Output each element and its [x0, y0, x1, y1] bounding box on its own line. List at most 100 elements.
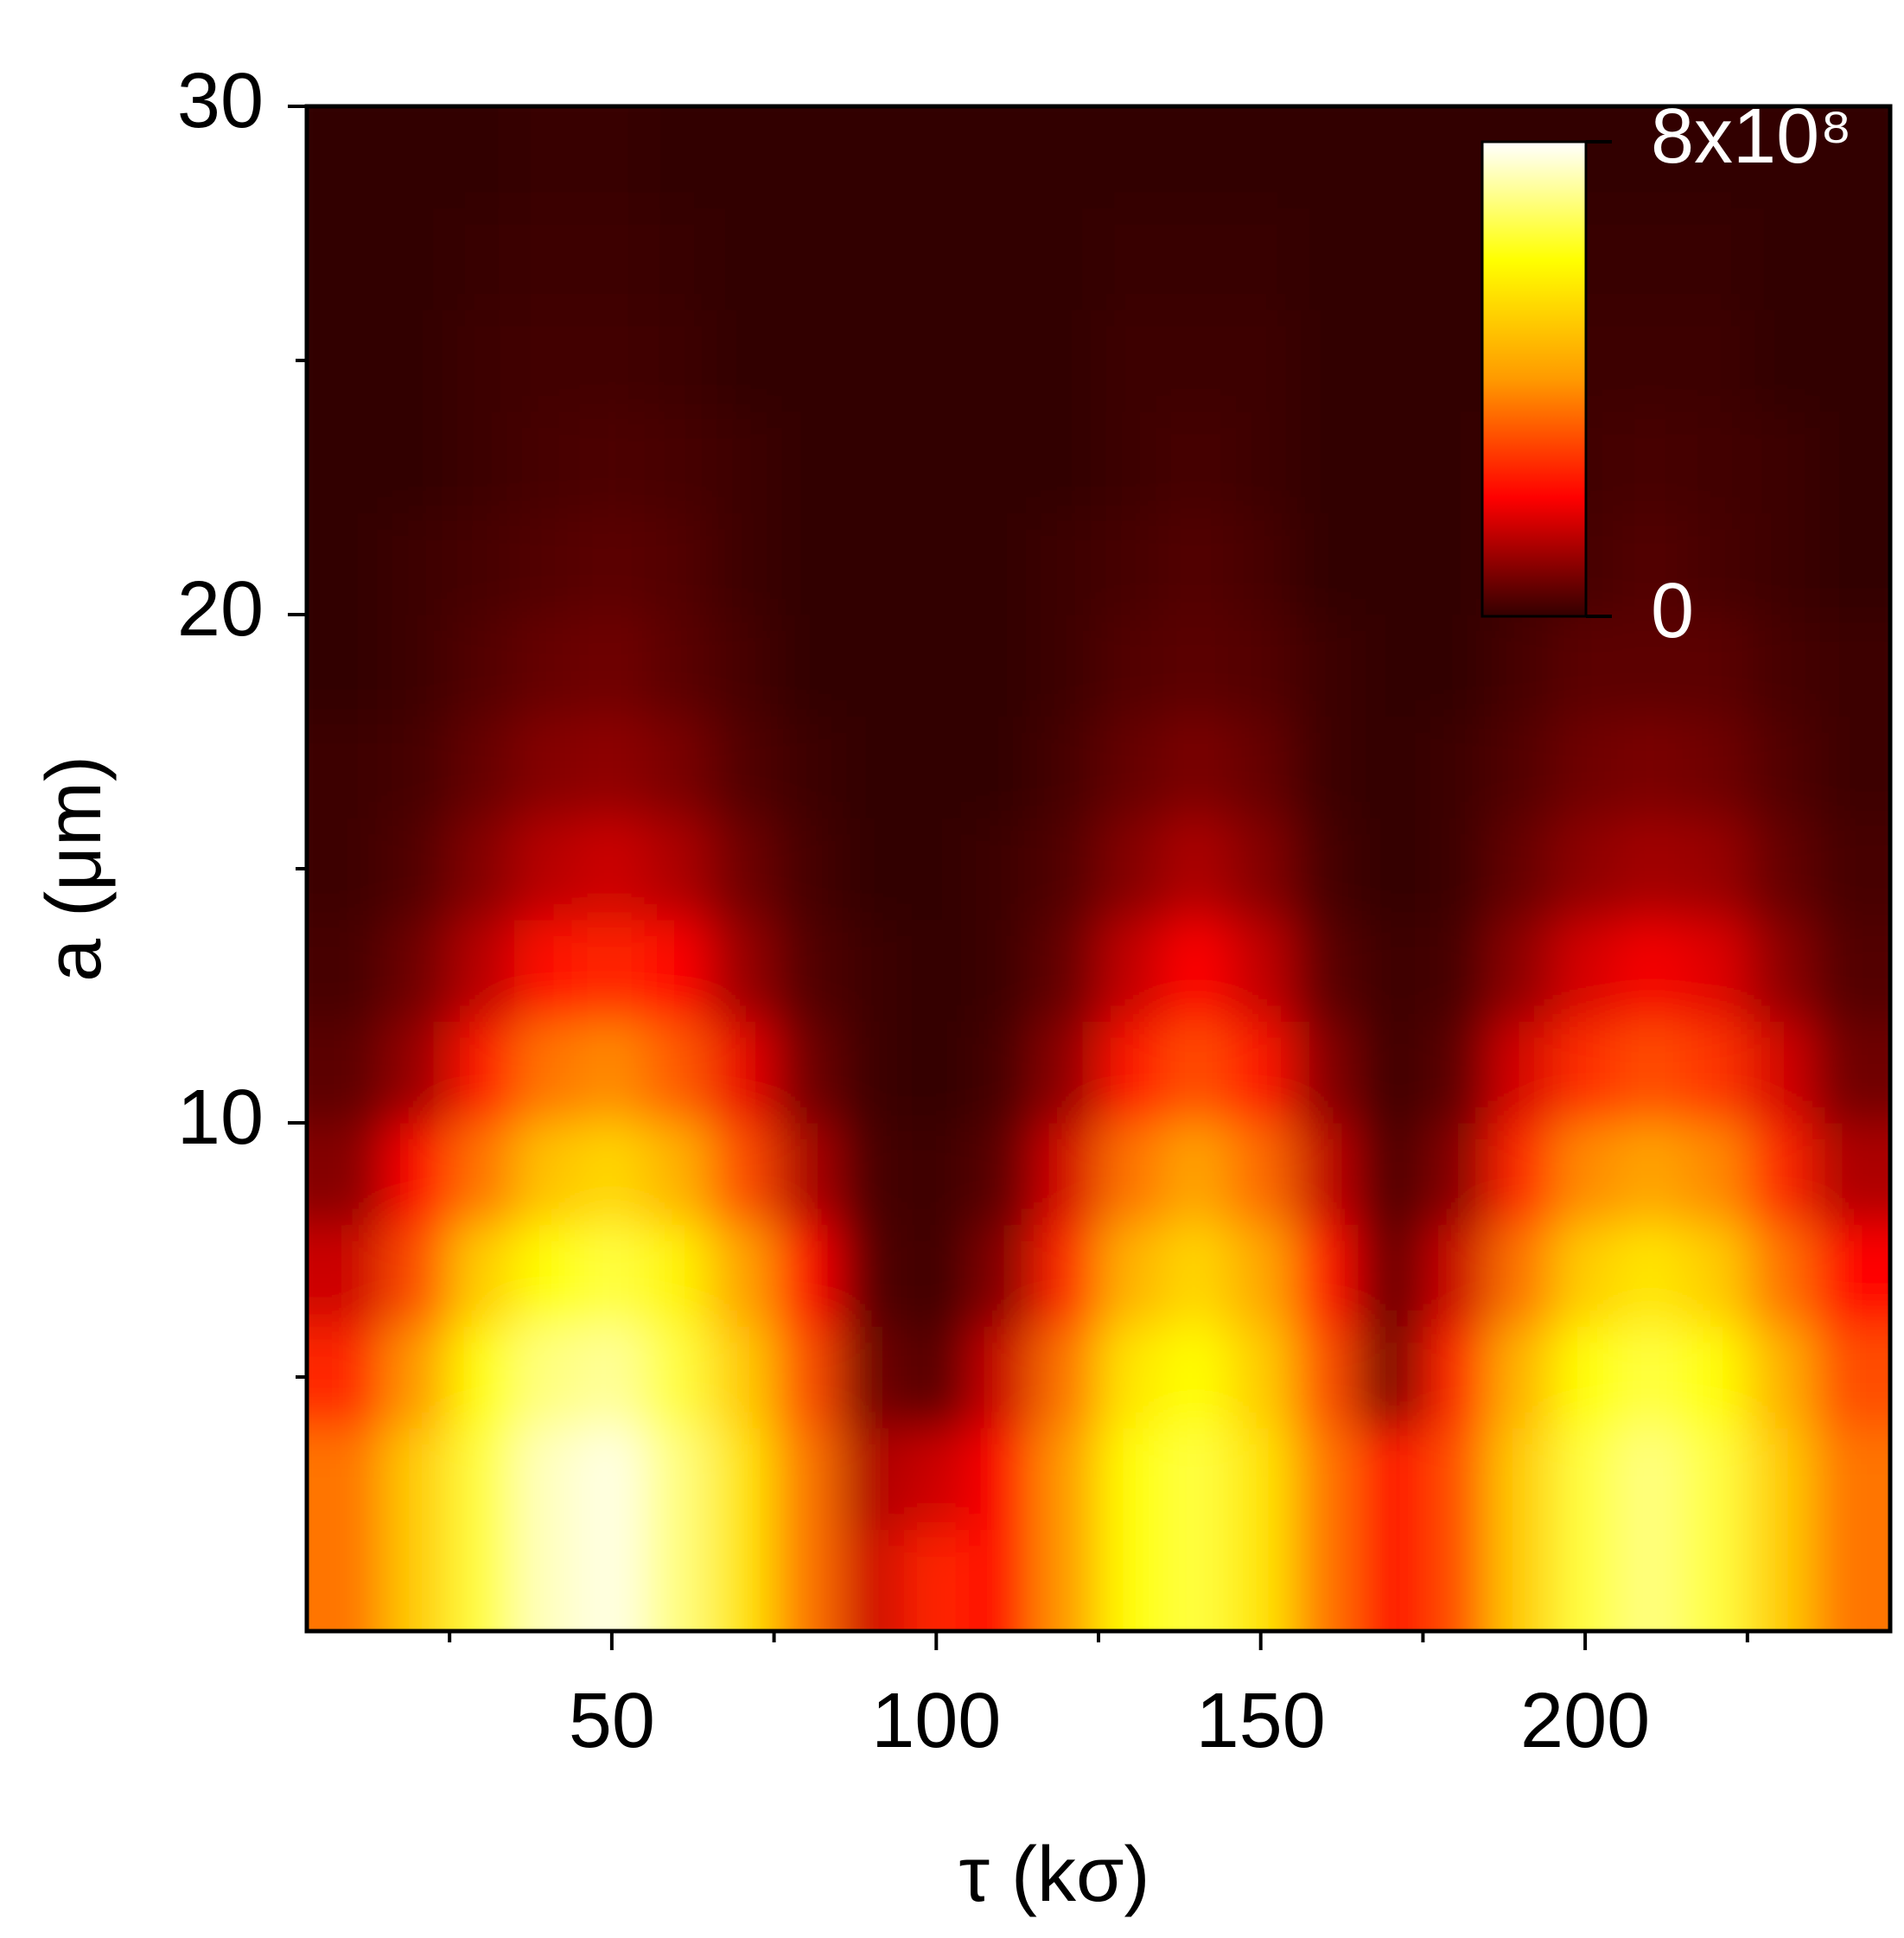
heatmap-cell	[579, 309, 645, 412]
heatmap-cell	[1617, 919, 1684, 1022]
heatmap-cell	[1487, 818, 1554, 921]
heatmap-cell	[1682, 1427, 1748, 1530]
heatmap-cell	[644, 615, 710, 717]
heatmap-cell	[709, 1224, 775, 1327]
heatmap-cell	[1098, 818, 1164, 921]
heatmap-cell	[1293, 1529, 1359, 1631]
heatmap-cell	[514, 1224, 580, 1327]
heatmap-cell	[1812, 1224, 1890, 1327]
heatmap-cell	[1682, 818, 1748, 921]
heatmap-cell	[838, 919, 905, 1022]
heatmap-cell	[1228, 207, 1294, 310]
heatmap-cell	[1487, 1224, 1554, 1327]
heatmap-cell	[385, 513, 450, 615]
heatmap-cell	[1293, 919, 1359, 1022]
heatmap-cell	[774, 1427, 840, 1530]
heatmap-cell	[968, 1427, 1035, 1530]
heatmap-cell	[1747, 1427, 1813, 1530]
heatmap-cell	[385, 716, 450, 819]
heatmap-cell	[1552, 716, 1619, 819]
heatmap-cell	[709, 1427, 775, 1530]
heatmap-cell	[1617, 106, 1684, 209]
heatmap-cell	[1228, 1224, 1294, 1327]
heatmap-cell	[514, 106, 580, 209]
heatmap-cell	[1033, 1427, 1099, 1530]
heatmap-cell	[385, 1326, 450, 1429]
heatmap-cell	[709, 615, 775, 717]
heatmap-cell	[579, 1529, 645, 1631]
heatmap-cell	[709, 919, 775, 1022]
heatmap-cell	[644, 1326, 710, 1429]
x-tick-label: 100	[871, 1678, 1001, 1764]
heatmap-cell	[1423, 716, 1488, 819]
heatmap-cell	[1358, 309, 1423, 412]
heatmap-cell	[1228, 106, 1294, 209]
heatmap-cell	[1293, 1021, 1359, 1124]
heatmap-cell	[968, 1021, 1035, 1124]
heatmap-cell	[774, 818, 840, 921]
heatmap-cell	[1358, 513, 1423, 615]
heatmap-cell	[1423, 1123, 1488, 1226]
heatmap-cell	[838, 615, 905, 717]
heatmap-cell	[579, 1123, 645, 1226]
heatmap-cell	[1682, 1326, 1748, 1429]
heatmap-cell	[1487, 615, 1554, 717]
heatmap-cell	[307, 615, 385, 717]
heatmap-cell	[1812, 513, 1890, 615]
heatmap-cell	[1617, 513, 1684, 615]
heatmap-cell	[644, 1123, 710, 1226]
heatmap-cell	[1812, 1021, 1890, 1124]
heatmap-cell	[1552, 919, 1619, 1022]
heatmap-cell	[1423, 615, 1488, 717]
heatmap-cell	[1033, 106, 1099, 209]
heatmap-cell	[644, 1021, 710, 1124]
heatmap-cell	[1682, 716, 1748, 819]
heatmap-cell	[1617, 615, 1684, 717]
heatmap-cell	[1617, 1529, 1684, 1631]
heatmap-cell	[1033, 919, 1099, 1022]
heatmap-cell	[1747, 615, 1813, 717]
heatmap-cell	[1293, 1224, 1359, 1327]
heatmap-cell	[1617, 1427, 1684, 1530]
heatmap-cell	[1358, 106, 1423, 209]
heatmap-cell	[1228, 716, 1294, 819]
heatmap-cell	[774, 1529, 840, 1631]
heatmap-cell	[644, 411, 710, 513]
heatmap-cell	[838, 818, 905, 921]
heatmap-cells	[307, 106, 1890, 1631]
heatmap-cell	[968, 106, 1035, 209]
heatmap-cell	[1228, 818, 1294, 921]
heatmap-cell	[774, 106, 840, 209]
heatmap-cell	[1293, 106, 1359, 209]
heatmap-cell	[1098, 1123, 1164, 1226]
heatmap-cell	[1423, 1326, 1488, 1429]
heatmap-cell	[1487, 1529, 1554, 1631]
heatmap-cell	[1747, 207, 1813, 310]
heatmap-cell	[1358, 615, 1423, 717]
heatmap-cell	[1163, 716, 1229, 819]
heatmap-cell	[385, 309, 450, 412]
heatmap-cell	[1228, 513, 1294, 615]
heatmap-cell	[1293, 309, 1359, 412]
heatmap-cell	[307, 207, 385, 310]
heatmap-cell	[1358, 1224, 1423, 1327]
heatmap-cell	[1163, 411, 1229, 513]
heatmap-cell	[514, 309, 580, 412]
heatmap-cell	[1098, 513, 1164, 615]
heatmap-cell	[774, 615, 840, 717]
heatmap-cell	[903, 1123, 970, 1226]
heatmap-cell	[449, 411, 515, 513]
heatmap-cell	[1228, 1529, 1294, 1631]
heatmap-cell	[1358, 411, 1423, 513]
heatmap-cell	[514, 207, 580, 310]
heatmap-cell	[1682, 309, 1748, 412]
heatmap-cell	[774, 1326, 840, 1429]
heatmap-cell	[514, 1427, 580, 1530]
heatmap-cell	[1228, 919, 1294, 1022]
colorbar-tick-label: 0	[1651, 568, 1694, 654]
heatmap-cell	[1617, 818, 1684, 921]
heatmap-cell	[838, 106, 905, 209]
heatmap-cell	[903, 818, 970, 921]
heatmap-cell	[1487, 1427, 1554, 1530]
